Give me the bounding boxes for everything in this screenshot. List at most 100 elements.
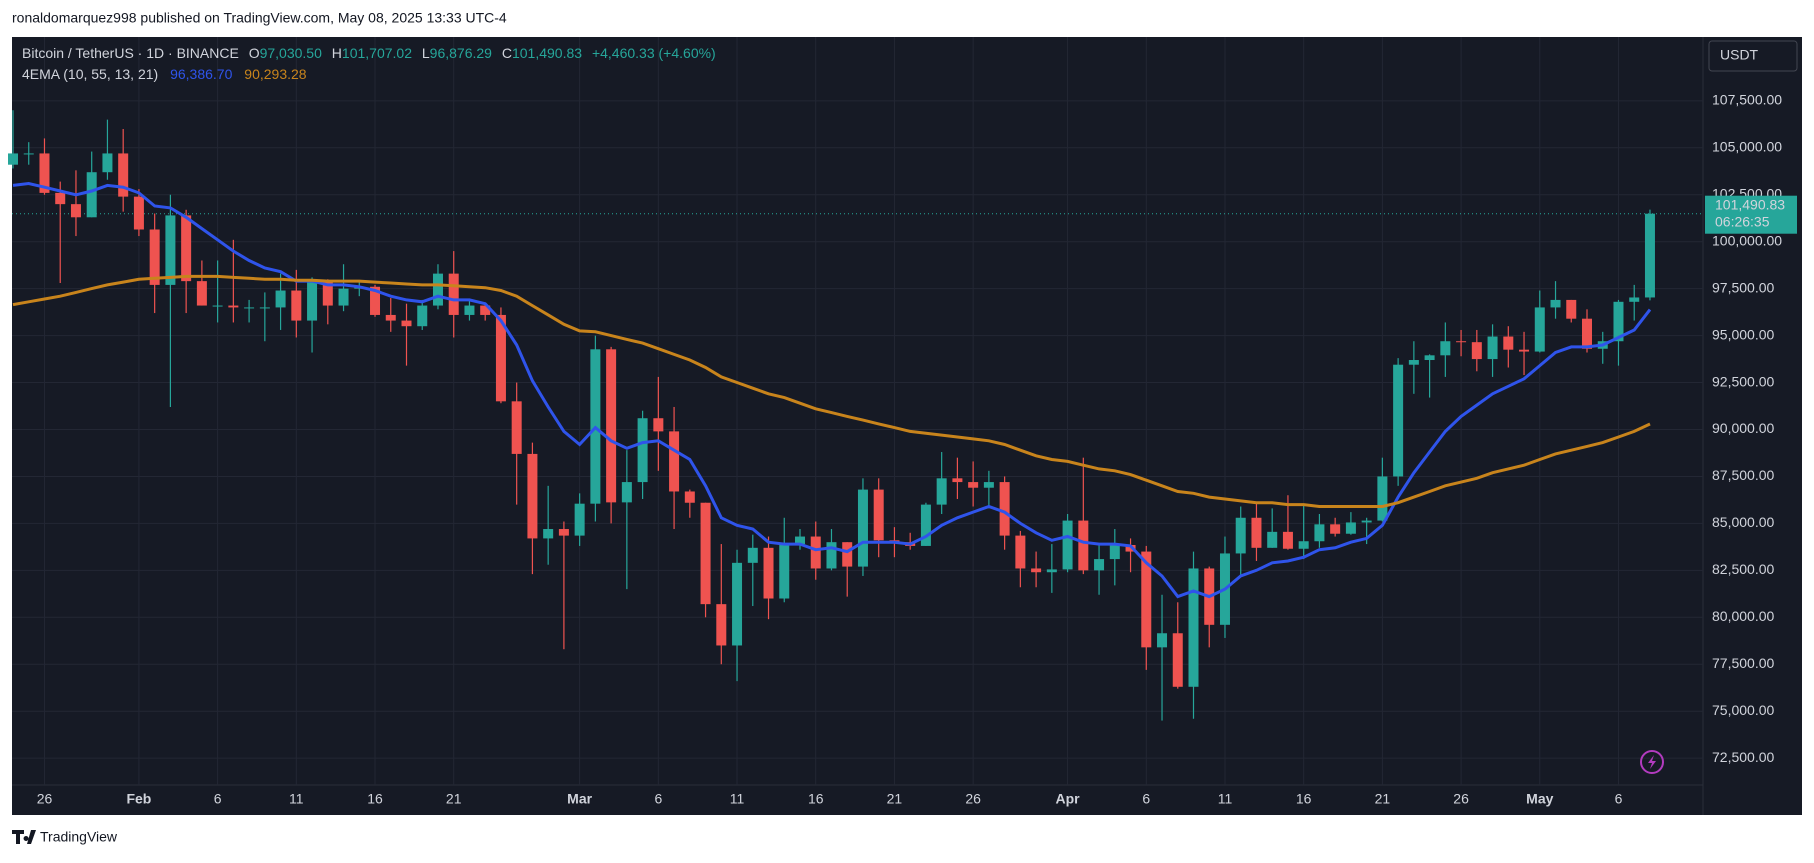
last-price: 101,490.83 xyxy=(1715,196,1785,212)
o-value: 97,030.50 xyxy=(260,45,322,61)
candle-body xyxy=(1094,559,1105,571)
candle-body xyxy=(621,482,632,503)
currency: USDT xyxy=(1720,47,1759,63)
candle-body xyxy=(543,529,554,539)
candle-body xyxy=(1188,568,1199,687)
grid xyxy=(12,37,1703,785)
ema-value: 90,293.28 xyxy=(244,66,306,82)
candle-body xyxy=(732,562,743,646)
y-tick-label: 77,500.00 xyxy=(1712,655,1774,671)
candle-body xyxy=(322,281,333,306)
x-tick-label: 21 xyxy=(1375,791,1391,807)
currency-button[interactable] xyxy=(1708,40,1798,72)
y-tick-label: 90,000.00 xyxy=(1712,420,1774,436)
x-tick-label: 26 xyxy=(965,791,981,807)
candle-body xyxy=(1298,541,1309,549)
o-label: O xyxy=(249,45,260,61)
candle-body xyxy=(1487,336,1498,360)
c-value: 101,490.83 xyxy=(512,45,582,61)
candle-body xyxy=(747,547,758,563)
x-tick-label: 21 xyxy=(446,791,462,807)
candle-body xyxy=(1015,535,1026,569)
candle-body xyxy=(1314,524,1325,542)
candle-body xyxy=(480,305,491,315)
h-value: 101,707.02 xyxy=(342,45,412,61)
l-label: L xyxy=(422,45,430,61)
candle-body xyxy=(1519,349,1530,352)
candle-body xyxy=(1078,520,1089,571)
candle-body xyxy=(291,290,302,321)
candle-body xyxy=(1503,336,1514,350)
change: +4,460.33 (+4.60%) xyxy=(592,45,716,61)
last-price-badge xyxy=(1705,195,1797,234)
x-tick-label: Apr xyxy=(1056,791,1081,807)
candle-body xyxy=(842,542,853,567)
x-tick-label: May xyxy=(1526,791,1553,807)
alert-icon[interactable] xyxy=(1640,750,1664,774)
candle-body xyxy=(684,491,695,503)
candle-body xyxy=(857,489,868,567)
c-label: C xyxy=(502,45,512,61)
candle-body xyxy=(39,153,50,193)
candle-body xyxy=(165,215,176,285)
candle-body xyxy=(212,305,223,307)
candle-body xyxy=(370,286,381,315)
candle-body xyxy=(464,305,475,315)
publish-note: ronaldomarquez998 published on TradingVi… xyxy=(12,10,507,26)
plot-background xyxy=(12,37,1703,815)
candle-body xyxy=(1125,544,1136,552)
candle-body xyxy=(810,536,821,569)
x-tick-label: 6 xyxy=(214,791,222,807)
candle-body xyxy=(1235,517,1246,554)
candle-body xyxy=(795,536,805,545)
candle-body xyxy=(196,281,207,306)
y-tick-label: 97,500.00 xyxy=(1712,279,1774,295)
ema-value: 96,386.70 xyxy=(170,66,232,82)
x-tick-label: 16 xyxy=(808,791,824,807)
x-tick-label: 6 xyxy=(1142,791,1150,807)
candle-body xyxy=(1141,551,1152,648)
price-axis xyxy=(1703,37,1802,815)
y-tick-label: 95,000.00 xyxy=(1712,326,1774,342)
candle-body xyxy=(228,305,239,308)
candle-body xyxy=(307,281,318,321)
candle-body xyxy=(527,453,538,539)
candle-body xyxy=(1613,301,1624,342)
ema-line xyxy=(12,274,1651,508)
candle-body xyxy=(1393,364,1404,477)
candle-body xyxy=(1456,341,1467,343)
y-tick-label: 72,500.00 xyxy=(1712,749,1774,765)
candle-body xyxy=(983,482,994,488)
candle-body xyxy=(1408,360,1419,365)
candle-body xyxy=(385,314,396,321)
brand-logo xyxy=(12,830,36,844)
l-value: 96,876.29 xyxy=(430,45,492,61)
candle-body xyxy=(826,542,837,569)
candle-body xyxy=(1471,342,1482,360)
x-tick-label: 16 xyxy=(367,791,383,807)
alert-bolt xyxy=(1648,755,1656,769)
x-tick-label: 6 xyxy=(1615,791,1623,807)
candle-body xyxy=(1157,633,1168,648)
x-tick-label: 26 xyxy=(1453,791,1469,807)
x-tick-label: 11 xyxy=(289,791,304,807)
candle-body xyxy=(1377,476,1388,521)
legend-header: Bitcoin / TetherUS · 1D · BINANCE O97,03… xyxy=(22,45,716,61)
x-tick-label: Feb xyxy=(126,791,151,807)
candle-body xyxy=(1361,520,1372,523)
candle-body xyxy=(1031,568,1042,573)
candle-body xyxy=(259,307,270,309)
y-tick-label: 82,500.00 xyxy=(1712,561,1774,577)
candle-body xyxy=(999,482,1010,536)
candle-body xyxy=(1267,531,1278,548)
candle-body xyxy=(1534,307,1545,352)
candle-body xyxy=(401,320,412,327)
candle-body xyxy=(779,544,790,599)
candle-body xyxy=(700,502,711,605)
candle-body xyxy=(1251,517,1262,548)
candle-body xyxy=(86,172,97,218)
y-tick-label: 75,000.00 xyxy=(1712,702,1774,718)
candle-body xyxy=(1440,341,1451,356)
candle-body xyxy=(495,314,506,402)
